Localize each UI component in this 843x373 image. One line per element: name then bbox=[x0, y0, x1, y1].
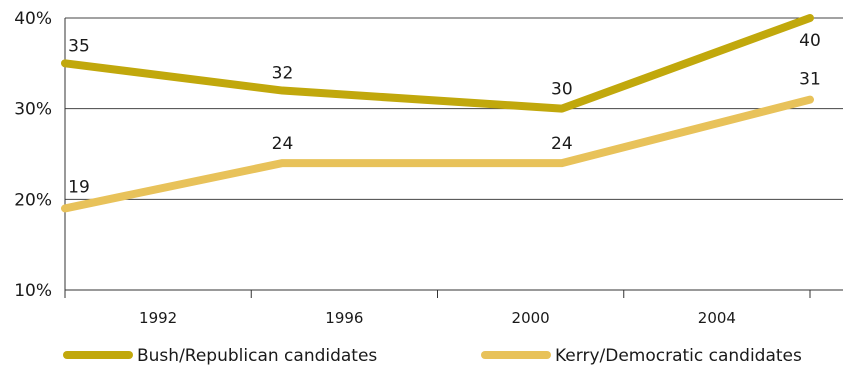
y-tick-labels: 10% 20% 30% 40% bbox=[14, 9, 52, 301]
y-tick-label: 20% bbox=[14, 190, 52, 210]
x-tick-label: 2000 bbox=[512, 309, 550, 327]
series-lines bbox=[61, 14, 814, 213]
data-labels: 35 32 30 40 19 24 24 31 bbox=[68, 31, 821, 197]
x-tick-label: 1992 bbox=[139, 309, 177, 327]
data-label: 40 bbox=[799, 31, 821, 51]
grid-lines bbox=[65, 17, 843, 200]
legend-label: Bush/Republican candidates bbox=[137, 346, 377, 366]
y-tick-label: 30% bbox=[14, 100, 52, 120]
data-label: 35 bbox=[68, 36, 90, 56]
series-line-democratic bbox=[61, 95, 814, 213]
x-tick-labels: 1992 1996 2000 2004 bbox=[139, 309, 736, 327]
y-tick-label: 10% bbox=[14, 281, 52, 301]
data-label: 24 bbox=[551, 134, 573, 154]
x-tick-label: 1996 bbox=[325, 309, 363, 327]
axes bbox=[64, 18, 843, 291]
legend: Bush/Republican candidates Kerry/Democrat… bbox=[63, 346, 802, 366]
data-label: 19 bbox=[68, 177, 90, 197]
data-label: 30 bbox=[551, 80, 573, 100]
x-tick-marks bbox=[64, 290, 811, 298]
legend-label: Kerry/Democratic candidates bbox=[555, 346, 802, 366]
data-label: 31 bbox=[799, 70, 821, 90]
series-line-republican bbox=[61, 14, 814, 113]
y-tick-label: 40% bbox=[14, 9, 52, 29]
data-label: 32 bbox=[272, 64, 294, 84]
data-label: 24 bbox=[272, 134, 294, 154]
x-tick-label: 2004 bbox=[698, 309, 736, 327]
